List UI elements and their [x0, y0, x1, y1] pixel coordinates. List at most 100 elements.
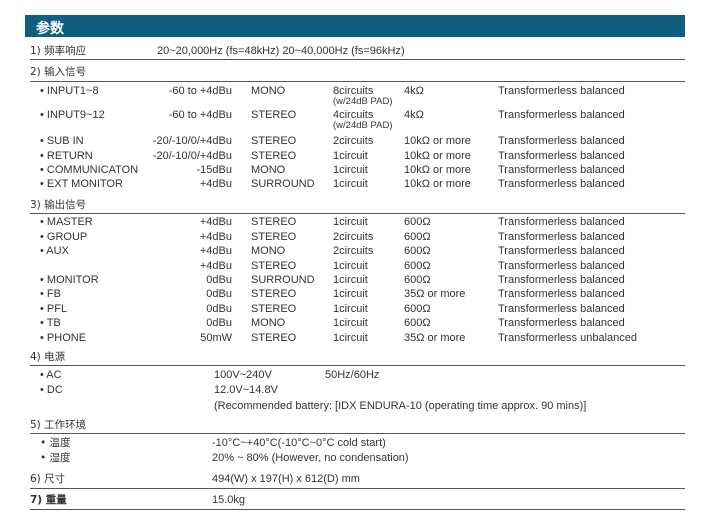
circuits: 2circuits [333, 135, 374, 147]
size-value: 494(W) x 197(H) x 612(D) mm [212, 473, 360, 485]
weight-value: 15.0kg [212, 494, 246, 506]
pad-note: (w/24dB PAD) [333, 96, 393, 107]
connection: Transformerless balanced [498, 150, 625, 162]
level: -60 to +4dBu [168, 85, 232, 97]
impedance: 600Ω [404, 216, 431, 228]
channel-type: MONO [251, 85, 286, 97]
channel-type: MONO [251, 164, 286, 176]
circuits: 1circuit [333, 288, 368, 300]
signal-name: • MASTER [40, 216, 93, 228]
circuits: 1circuit [333, 332, 368, 344]
level: +4dBu [199, 245, 232, 257]
impedance: 4kΩ [404, 109, 424, 121]
divider [30, 488, 685, 489]
channel-type: SURROUND [251, 178, 315, 190]
ac-frequency: 50Hz/60Hz [325, 369, 380, 381]
impedance: 600Ω [404, 260, 431, 272]
signal-name: • COMMUNICATON [40, 164, 139, 176]
channel-type: STEREO [251, 135, 297, 147]
signal-name: • PFL [40, 303, 68, 315]
connection: Transformerless balanced [498, 288, 625, 300]
impedance: 35Ω or more [404, 332, 466, 344]
signal-name: • INPUT1~8 [40, 85, 99, 97]
impedance: 10kΩ or more [404, 178, 471, 190]
connection: Transformerless balanced [498, 260, 625, 272]
input-label: 2) 输入信号 [30, 66, 87, 78]
connection: Transformerless unbalanced [498, 332, 637, 344]
connection: Transformerless balanced [498, 317, 625, 329]
level: -15dBu [196, 164, 232, 176]
page-title: 参数 [36, 21, 64, 37]
channel-type: STEREO [251, 288, 297, 300]
signal-name: • PHONE [40, 332, 87, 344]
impedance: 600Ω [404, 245, 431, 257]
level: -60 to +4dBu [168, 109, 232, 121]
signal-name: • FB [40, 288, 61, 300]
connection: Transformerless balanced [498, 178, 625, 190]
level: +4dBu [199, 178, 232, 190]
channel-type: SURROUND [251, 274, 315, 286]
impedance: 600Ω [404, 274, 431, 286]
level: +4dBu [199, 231, 232, 243]
circuits: 1circuit [333, 150, 368, 162]
circuits: 1circuit [333, 260, 368, 272]
impedance: 35Ω or more [404, 288, 466, 300]
circuits: 1circuit [333, 274, 368, 286]
connection: Transformerless balanced [498, 109, 625, 121]
connection: Transformerless balanced [498, 135, 625, 147]
circuits: 1circuit [333, 303, 368, 315]
signal-name: • MONITOR [40, 274, 99, 286]
level: 0dBu [206, 317, 232, 329]
power-label: 4) 电源 [30, 351, 66, 363]
channel-type: MONO [251, 317, 286, 329]
freq-value: 20~20,000Hz (fs=48kHz) 20~40,000Hz (fs=9… [157, 45, 405, 57]
level: 0dBu [206, 303, 232, 315]
impedance: 10kΩ or more [404, 164, 471, 176]
channel-type: STEREO [251, 231, 297, 243]
signal-name: • TB [40, 317, 61, 329]
impedance: 600Ω [404, 303, 431, 315]
dc-label: • DC [40, 384, 63, 396]
level: -20/-10/0/+4dBu [152, 150, 232, 162]
divider [30, 213, 685, 214]
signal-name: • INPUT9~12 [40, 109, 105, 121]
impedance: 4kΩ [404, 85, 424, 97]
humidity-value: 20% ~ 80% (However, no condensation) [212, 452, 409, 464]
circuits: 1circuit [333, 216, 368, 228]
divider [30, 59, 685, 60]
signal-name: • RETURN [40, 150, 93, 162]
temp-label: • 温度 [40, 437, 71, 449]
circuits: 1circuit [333, 164, 368, 176]
battery-note: (Recommended battery: [IDX ENDURA-10 (op… [214, 400, 587, 412]
divider [30, 81, 685, 82]
channel-type: MONO [251, 245, 286, 257]
channel-type: STEREO [251, 332, 297, 344]
ac-label: • AC [40, 369, 62, 381]
circuits: 1circuit [333, 178, 368, 190]
size-label: 6) 尺寸 [30, 473, 66, 485]
level: 50mW [200, 332, 232, 344]
divider [30, 433, 685, 434]
channel-type: STEREO [251, 260, 297, 272]
ac-value: 100V~240V [214, 369, 272, 381]
connection: Transformerless balanced [498, 303, 625, 315]
pad-note: (w/24dB PAD) [333, 120, 393, 131]
env-label: 5) 工作环境 [30, 419, 87, 431]
freq-label: 1) 频率响应 [30, 45, 87, 57]
circuits: 2circuits [333, 231, 374, 243]
channel-type: STEREO [251, 150, 297, 162]
page-title-bar: 参数 [25, 15, 685, 37]
divider [30, 365, 685, 366]
channel-type: STEREO [251, 109, 297, 121]
divider [30, 509, 685, 510]
connection: Transformerless balanced [498, 85, 625, 97]
connection: Transformerless balanced [498, 274, 625, 286]
signal-name: • AUX [40, 245, 69, 257]
output-label: 3) 输出信号 [30, 199, 87, 211]
connection: Transformerless balanced [498, 245, 625, 257]
level: 0dBu [206, 288, 232, 300]
connection: Transformerless balanced [498, 231, 625, 243]
impedance: 10kΩ or more [404, 135, 471, 147]
dc-value: 12.0V~14.8V [214, 384, 278, 396]
channel-type: STEREO [251, 303, 297, 315]
